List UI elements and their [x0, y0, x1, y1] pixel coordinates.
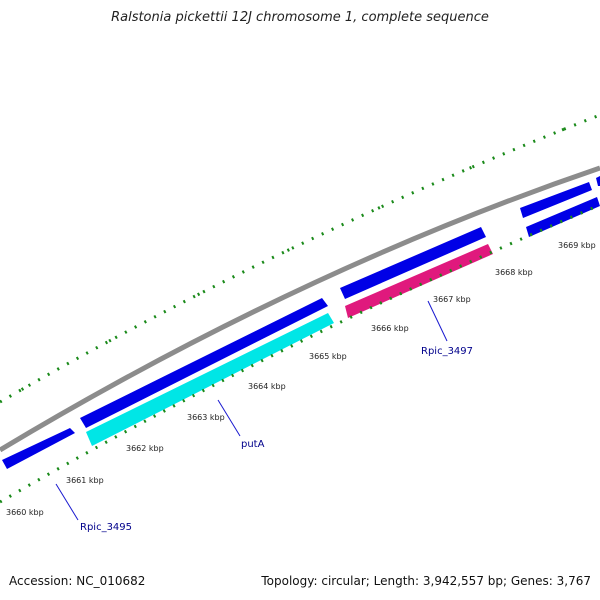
kbp-label: 3665 kbp	[309, 352, 347, 361]
kbp-label: 3667 kbp	[433, 295, 471, 304]
genome-backbone	[0, 165, 600, 453]
cds-Rpic_3497[interactable]	[345, 244, 493, 318]
gene-labels: Rpic_3495 putA Rpic_3497	[80, 346, 473, 533]
reverse-strand-track	[86, 197, 600, 446]
kbp-label: 3661 kbp	[66, 476, 104, 485]
cds-forward[interactable]	[2, 428, 75, 469]
kbp-label: 3666 kbp	[371, 324, 409, 333]
kbp-scale: 3660 kbp 3661 kbp 3662 kbp 3663 kbp 3664…	[6, 241, 596, 517]
gene-label-Rpic_3495[interactable]: Rpic_3495	[80, 522, 132, 533]
outer-tick-ring	[0, 113, 600, 404]
kbp-label: 3668 kbp	[495, 268, 533, 277]
sequence-summary: Topology: circular; Length: 3,942,557 bp…	[261, 574, 591, 588]
kbp-label: 3669 kbp	[558, 241, 596, 250]
gene-label-putA[interactable]: putA	[241, 439, 265, 450]
cds-forward[interactable]	[340, 227, 486, 299]
map-title: Ralstonia pickettii 12J chromosome 1, co…	[111, 10, 489, 25]
cds-forward[interactable]	[80, 298, 328, 428]
cds-forward[interactable]	[596, 176, 600, 186]
kbp-label: 3662 kbp	[126, 444, 164, 453]
cds-forward[interactable]	[520, 182, 592, 218]
gene-label-Rpic_3497[interactable]: Rpic_3497	[421, 346, 473, 357]
cds-reverse[interactable]	[526, 197, 600, 237]
kbp-label: 3660 kbp	[6, 508, 44, 517]
leader-lines	[55, 300, 448, 521]
cds-putA[interactable]	[86, 313, 334, 446]
kbp-label: 3664 kbp	[248, 382, 286, 391]
forward-strand-track	[2, 176, 600, 469]
kbp-label: 3663 kbp	[187, 413, 225, 422]
accession-text: Accession: NC_010682	[9, 574, 146, 588]
inner-tick-ring	[0, 203, 600, 504]
